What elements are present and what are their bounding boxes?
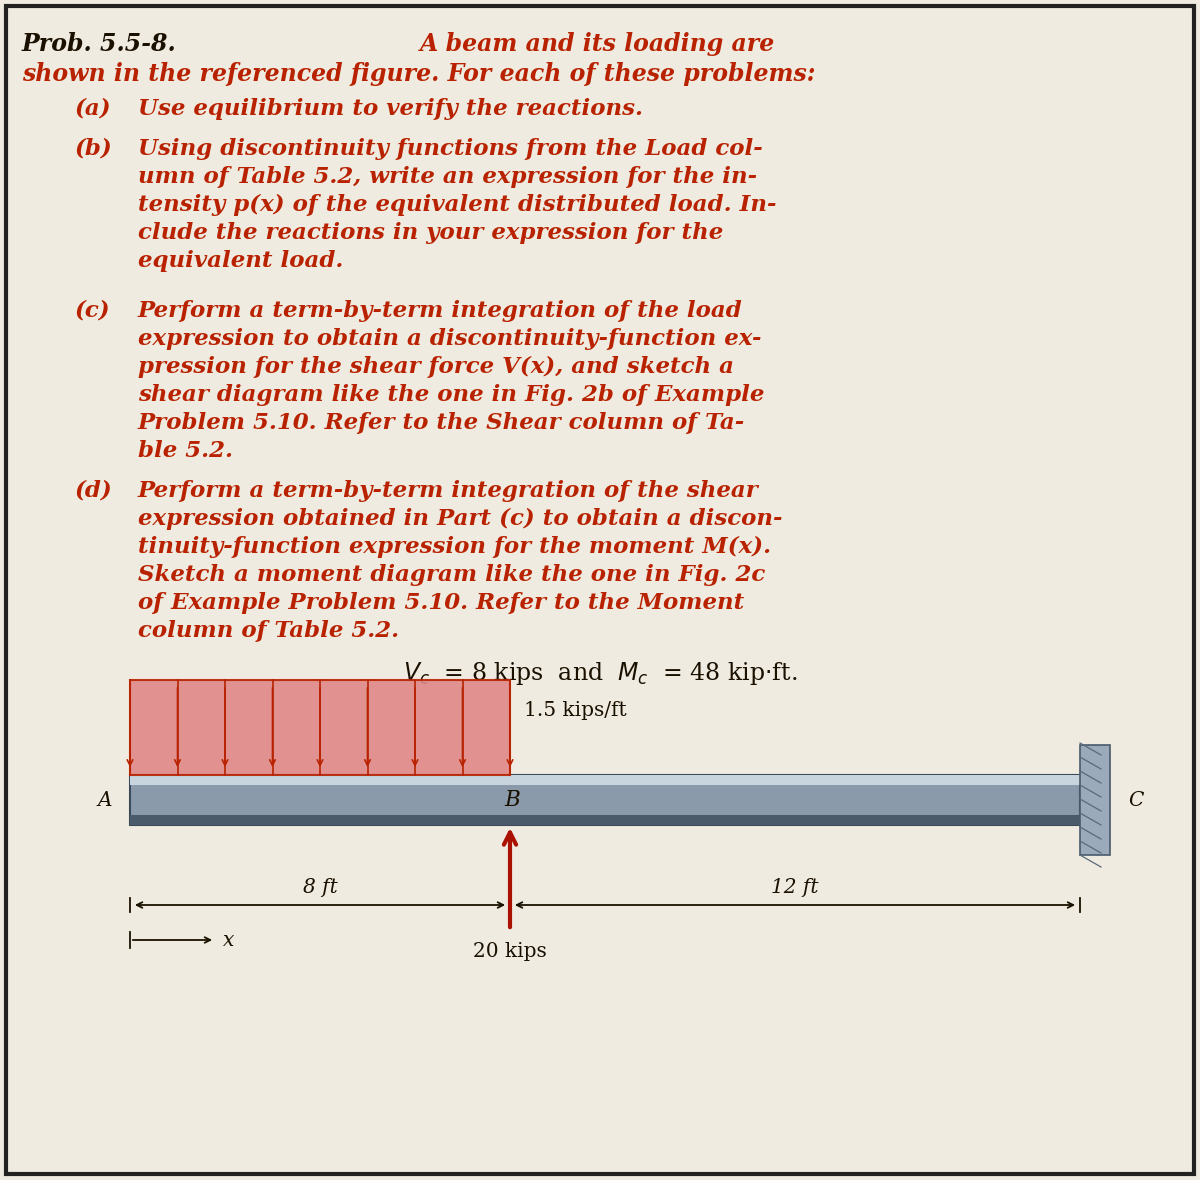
Text: Perform a term-by-term integration of the shear: Perform a term-by-term integration of th… <box>138 480 758 502</box>
Text: tinuity-function expression for the moment M(x).: tinuity-function expression for the mome… <box>138 536 772 558</box>
Polygon shape <box>130 680 510 775</box>
Text: of Example Problem 5.10. Refer to the Moment: of Example Problem 5.10. Refer to the Mo… <box>138 592 744 614</box>
Text: x: x <box>223 931 234 950</box>
Text: Prob. 5.5-8.: Prob. 5.5-8. <box>22 32 176 55</box>
Bar <box>130 775 1080 785</box>
Text: C: C <box>1128 791 1144 809</box>
Bar <box>1080 745 1110 856</box>
Text: A: A <box>97 791 112 809</box>
Text: 12 ft: 12 ft <box>772 878 818 897</box>
Text: 1.5 kips/ft: 1.5 kips/ft <box>524 701 626 720</box>
Text: A beam and its loading are: A beam and its loading are <box>420 32 775 55</box>
Text: ble 5.2.: ble 5.2. <box>138 440 233 463</box>
Text: (c): (c) <box>74 300 110 322</box>
Text: equivalent load.: equivalent load. <box>138 250 343 273</box>
Text: 20 kips: 20 kips <box>473 942 547 961</box>
Text: (b): (b) <box>74 138 113 160</box>
Bar <box>130 815 1080 825</box>
Text: 8 ft: 8 ft <box>302 878 337 897</box>
Text: tensity p(x) of the equivalent distributed load. In-: tensity p(x) of the equivalent distribut… <box>138 194 776 216</box>
Text: Using discontinuity functions from the Load col-: Using discontinuity functions from the L… <box>138 138 763 160</box>
Text: Use equilibrium to verify the reactions.: Use equilibrium to verify the reactions. <box>138 98 643 120</box>
Text: shown in the referenced figure. For each of these problems:: shown in the referenced figure. For each… <box>22 63 816 86</box>
Text: Sketch a moment diagram like the one in Fig. 2c: Sketch a moment diagram like the one in … <box>138 564 766 586</box>
Text: umn of Table 5.2, write an expression for the in-: umn of Table 5.2, write an expression fo… <box>138 166 757 188</box>
Text: column of Table 5.2.: column of Table 5.2. <box>138 620 400 642</box>
Text: expression obtained in Part (c) to obtain a discon-: expression obtained in Part (c) to obtai… <box>138 509 782 530</box>
Bar <box>130 775 1080 825</box>
Text: B: B <box>504 789 520 811</box>
Text: $V_c$  = 8 kips  and  $M_c$  = 48 kip$\cdot$ft.: $V_c$ = 8 kips and $M_c$ = 48 kip$\cdot$… <box>403 660 797 687</box>
Text: Perform a term-by-term integration of the load: Perform a term-by-term integration of th… <box>138 300 743 322</box>
Text: (a): (a) <box>74 98 112 120</box>
Text: pression for the shear force V(x), and sketch a: pression for the shear force V(x), and s… <box>138 356 734 378</box>
Text: Problem 5.10. Refer to the Shear column of Ta-: Problem 5.10. Refer to the Shear column … <box>138 412 745 434</box>
Text: clude the reactions in your expression for the: clude the reactions in your expression f… <box>138 222 724 244</box>
Text: expression to obtain a discontinuity-function ex-: expression to obtain a discontinuity-fun… <box>138 328 762 350</box>
Text: (d): (d) <box>74 480 113 502</box>
Text: shear diagram like the one in Fig. 2b of Example: shear diagram like the one in Fig. 2b of… <box>138 384 764 406</box>
